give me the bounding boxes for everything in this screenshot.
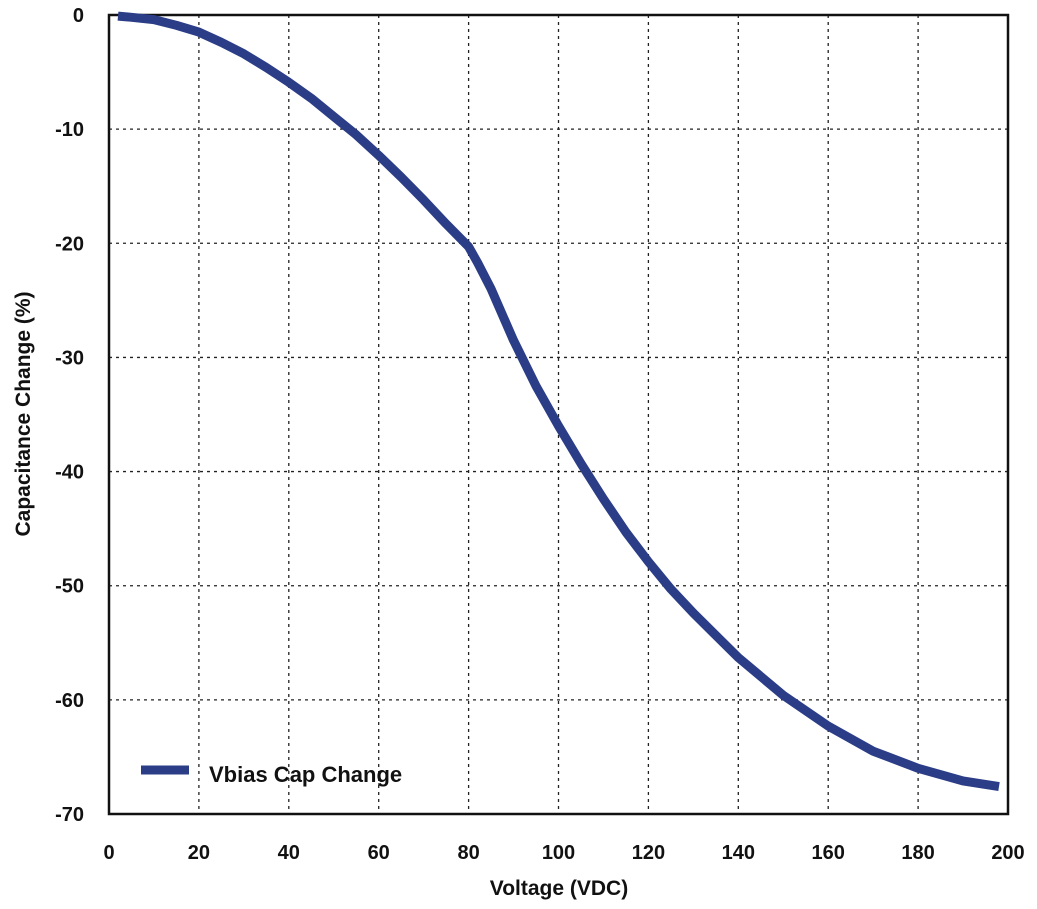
y-tick-label: -70 <box>55 804 84 826</box>
y-tick-labels: 0 -10 -20 -30 -40 -50 -60 -70 <box>55 5 84 826</box>
y-tick-label: -20 <box>55 233 84 255</box>
y-tick-label: -50 <box>55 576 84 598</box>
series-layer <box>117 11 1000 792</box>
series-line <box>117 11 1000 792</box>
x-tick-label: 60 <box>368 842 390 864</box>
x-tick-label: 20 <box>188 842 210 864</box>
y-tick-label: -30 <box>55 347 84 369</box>
legend: Vbias Cap Change <box>141 762 402 787</box>
x-tick-label: 100 <box>542 842 575 864</box>
x-tick-label: 180 <box>901 842 934 864</box>
y-tick-label: -40 <box>55 462 84 484</box>
y-tick-label: -10 <box>55 119 84 141</box>
x-tick-labels: 0 20 40 60 80 100 120 140 160 180 200 <box>103 842 1024 864</box>
gridlines <box>109 15 1008 814</box>
x-tick-label: 80 <box>457 842 479 864</box>
x-tick-label: 140 <box>722 842 755 864</box>
x-tick-label: 0 <box>103 842 114 864</box>
x-tick-label: 40 <box>278 842 300 864</box>
legend-label: Vbias Cap Change <box>209 762 402 787</box>
x-tick-label: 200 <box>991 842 1024 864</box>
x-tick-label: 120 <box>632 842 665 864</box>
y-tick-label: -60 <box>55 690 84 712</box>
x-tick-label: 160 <box>812 842 845 864</box>
y-tick-label: 0 <box>73 5 84 27</box>
y-axis-title: Capacitance Change (%) <box>12 291 35 536</box>
x-axis-title: Voltage (VDC) <box>490 877 628 900</box>
plot-frame <box>107 13 1010 816</box>
